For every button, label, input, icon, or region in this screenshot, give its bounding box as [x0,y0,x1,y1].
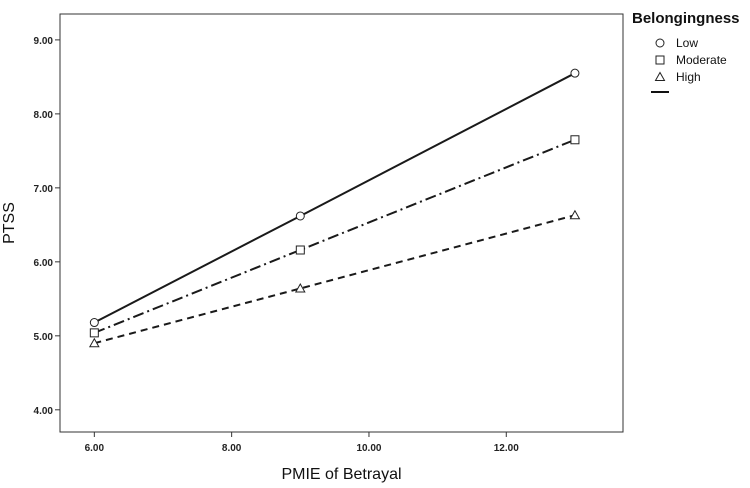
y-tick-label: 9.00 [34,36,54,47]
legend-marker-high [654,71,666,81]
series-high [88,209,581,348]
x-axis-title: PMIE of Betrayal [281,466,401,483]
plot-border [59,13,624,433]
data-point-moderate [570,135,580,145]
series-layer [88,68,581,348]
data-point-low [89,318,99,328]
series-moderate [89,135,580,338]
data-point-moderate [295,245,305,255]
data-point-high [569,209,581,220]
series-line-high [94,214,576,345]
legend-items: Low Moderate High [651,36,727,93]
y-tick-label: 5.00 [34,332,54,343]
x-tick-label: 8.00 [222,443,242,454]
y-tick-label: 6.00 [34,258,54,269]
data-point-high [88,337,100,348]
data-point-low [295,211,305,221]
legend-title: Belongingness [632,10,740,27]
x-tick-label: 6.00 [85,443,105,454]
x-tick-label: 12.00 [494,443,519,454]
legend-marker-moderate [655,55,665,65]
data-point-low [570,68,580,78]
series-low [89,68,580,328]
y-tick-label: 7.00 [34,184,54,195]
y-tick-label: 8.00 [34,110,54,121]
legend-marker-low [655,38,665,48]
legend-label-moderate: Moderate [676,53,727,67]
data-point-high [294,282,306,293]
x-tick-label: 10.00 [356,443,381,454]
legend: Belongingness Low Moderate High [632,10,740,93]
data-point-moderate [89,328,99,338]
legend-label-low: Low [676,36,698,50]
legend-label-high: High [676,70,701,84]
series-line-low [93,72,576,324]
y-axis-title: PTSS [1,202,18,244]
y-axis: 4.00 5.00 6.00 7.00 8.00 9.00 [34,36,60,417]
series-line-moderate [93,138,576,334]
x-axis: 6.00 8.00 10.00 12.00 [85,432,519,454]
plot-frame [59,13,624,433]
y-tick-label: 4.00 [34,406,54,417]
